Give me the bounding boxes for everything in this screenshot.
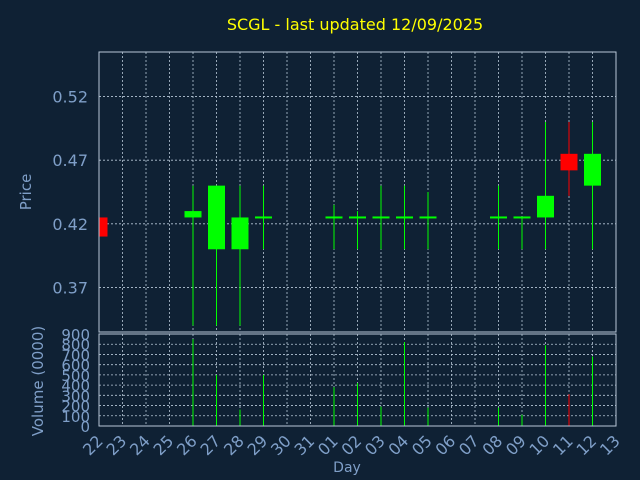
- candle-body: [396, 216, 413, 219]
- volume-panel-frame: [98, 333, 617, 427]
- candle-body: [537, 195, 554, 218]
- volume-tick-label: 0: [80, 418, 90, 436]
- price-panel-frame: [98, 51, 617, 333]
- volume-bars: [192, 339, 593, 426]
- volume-tick-label: 600: [61, 357, 90, 375]
- day-tick-labels: 2223242526272829303101020304050607080910…: [79, 431, 624, 459]
- candle-body: [349, 216, 366, 219]
- candle-body: [255, 216, 272, 219]
- candle-body: [419, 216, 437, 219]
- price-tick-label: 0.37: [52, 278, 88, 297]
- volume-tick-label: 200: [61, 398, 90, 416]
- volume-tick-label: 700: [61, 346, 90, 364]
- x-axis-label: Day: [333, 460, 361, 476]
- candle-body: [184, 211, 202, 218]
- candle-body: [99, 217, 108, 237]
- candle-body: [372, 216, 390, 219]
- volume-tick-label: 500: [61, 367, 90, 385]
- day-tick-label: 13: [596, 431, 624, 459]
- volume-tick-label: 300: [61, 387, 90, 405]
- candle-body: [325, 216, 343, 219]
- volume-tick-label: 400: [61, 377, 90, 395]
- candle-body: [231, 217, 249, 250]
- candle-body: [513, 216, 531, 219]
- chart-title: SCGL - last updated 12/09/2025: [227, 15, 483, 34]
- candle-body: [490, 216, 507, 219]
- price-tick-label: 0.47: [52, 151, 88, 170]
- price-tick-label: 0.52: [52, 88, 88, 107]
- volume-tick-label: 800: [61, 336, 90, 354]
- volume-tick-label: 100: [61, 408, 90, 426]
- candle-body: [208, 185, 225, 250]
- y-axis-label: Price: [17, 174, 35, 211]
- price-tick-label: 0.42: [52, 215, 88, 234]
- price-tick-labels: 0.37 0.42 0.47 0.52: [52, 88, 88, 298]
- candle-body: [584, 153, 601, 186]
- volume-axis-label: Volume (0000): [29, 326, 47, 436]
- volume-tick-label: 900: [61, 326, 90, 344]
- candles: [98, 122, 601, 326]
- price-grid: [98, 52, 617, 332]
- candle-body: [560, 153, 578, 171]
